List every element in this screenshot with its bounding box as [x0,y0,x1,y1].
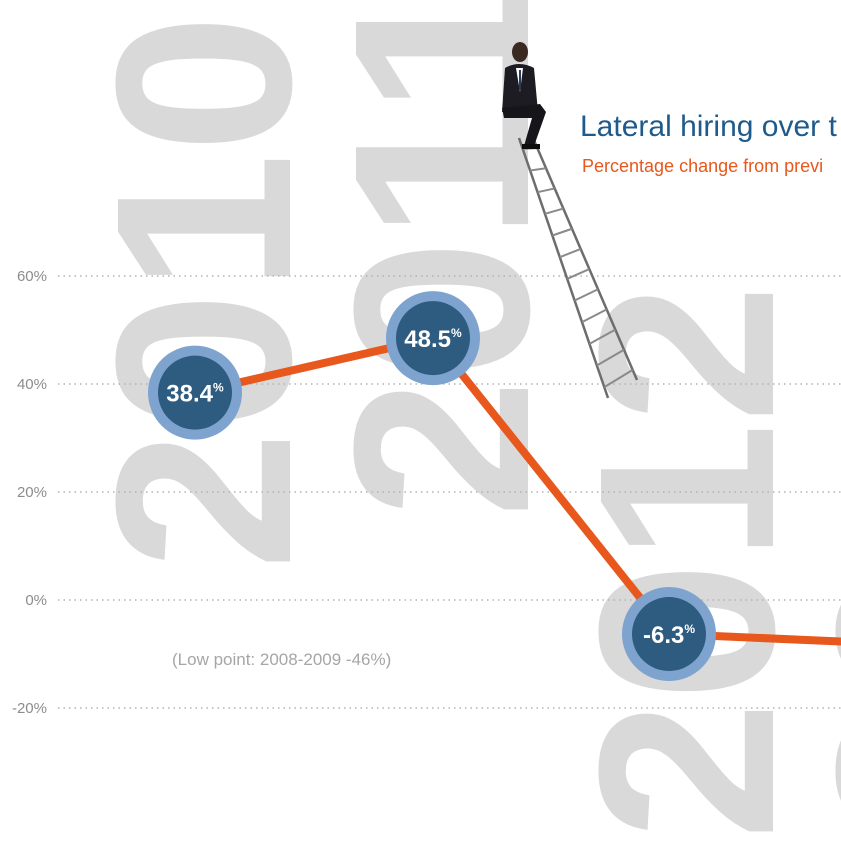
chart-subtitle: Percentage change from previ [582,156,823,176]
data-points: 38.4% 48.5% -6.3% [148,291,716,682]
y-tick-label: 40% [17,376,47,393]
data-point: 38.4% [148,345,242,440]
data-point: -6.3% [622,587,716,682]
y-tick-label: 20% [17,484,47,501]
year-watermark-20: 20 [784,562,841,840]
y-axis-labels: 60% 40% 20% 0% -20% [12,268,47,717]
grid-lines [58,275,841,709]
series-segment [429,335,673,637]
low-point-note: (Low point: 2008-2009 -46%) [172,650,391,669]
businessman-icon [502,42,546,149]
y-tick-label: 0% [25,592,47,609]
data-point: 48.5% [386,291,480,386]
y-tick-label: 60% [17,268,47,285]
chart-title: Lateral hiring over t [580,110,837,143]
year-watermark-2010: 2010 [64,14,343,570]
y-tick-label: -20% [12,700,47,717]
year-watermark-2011: 2011 [302,0,581,518]
year-watermark-2012: 2012 [547,284,826,840]
ladder-illustration [517,137,639,399]
